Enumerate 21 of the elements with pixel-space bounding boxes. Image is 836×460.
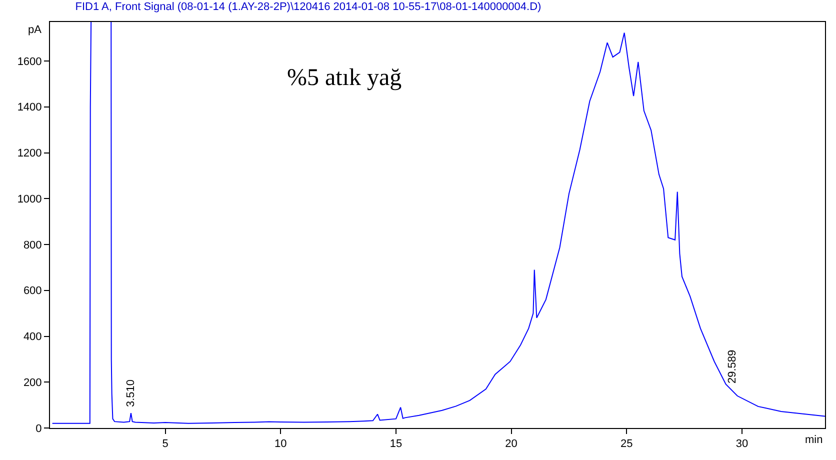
chart-title: FID1 A, Front Signal (08-01-14 (1.AY-28-2P)\120416 2014-01-08 10-55-17\08-01-140000004.D) [75,1,542,13]
y-tick-label: 1000 [17,193,42,206]
y-tick-label: 200 [23,376,42,389]
y-tick-label: 0 [36,422,42,435]
x-tick-label: 20 [505,438,518,450]
x-axis-title: min [805,434,823,446]
y-tick-label: 1200 [17,148,42,160]
y-tick-label: 600 [23,285,42,298]
y-axis-title: pA [28,24,42,36]
x-tick-label: 10 [274,438,287,450]
y-tick-label: 1400 [17,102,42,114]
y-tick-label: 1600 [17,56,42,68]
y-tick-label: 800 [23,239,42,252]
y-tick-label: 400 [23,331,42,344]
x-tick-label: 15 [390,438,402,450]
x-tick-label: 25 [620,438,633,450]
annotation: %5 atık yağ [287,65,402,91]
annotation: 3.510 [124,380,137,408]
annotation: 29.589 [726,350,738,384]
x-tick-label: 5 [162,438,168,450]
x-tick-label: 30 [736,438,748,450]
